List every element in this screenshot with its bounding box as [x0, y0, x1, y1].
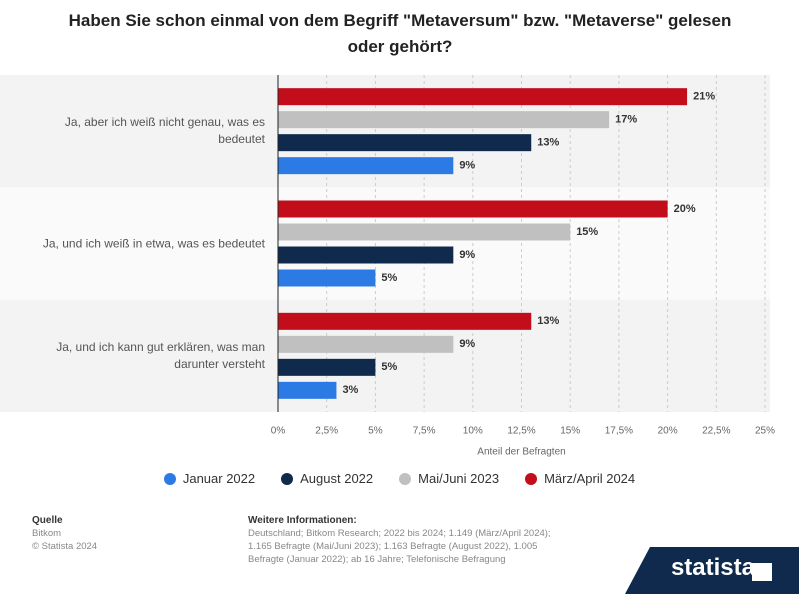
legend-label: Januar 2022: [182, 471, 256, 486]
legend-swatch: [281, 472, 294, 485]
bar: [278, 269, 376, 287]
bar: [278, 312, 532, 330]
bar: [278, 88, 688, 106]
logo: statista: [670, 554, 755, 581]
legend-label: Mai/Juni 2023: [418, 471, 500, 486]
bar: [278, 246, 454, 264]
category-label: Ja, und ich kann gut erklären, was man d…: [56, 339, 265, 371]
legend-item: März/April 2024: [525, 471, 635, 486]
bar: [278, 200, 668, 218]
x-tick-label: 17,5%: [605, 426, 633, 437]
value-label: 17%: [615, 114, 637, 126]
value-label: 15%: [576, 226, 598, 238]
x-axis-label: Anteil der Befragten: [477, 447, 565, 458]
info-text: Deutschland; Bitkom Research; 2022 bis 2…: [248, 528, 551, 565]
legend: Januar 2022 August 2022 Mai/Juni 2023 März/…: [0, 471, 799, 486]
logo-bg: [625, 547, 799, 594]
legend-swatch: [399, 472, 412, 485]
legend-swatch: [163, 472, 176, 485]
bar: [278, 358, 376, 376]
value-label: 5%: [381, 361, 397, 373]
legend-label: August 2022: [300, 471, 374, 486]
x-tick-label: 25%: [755, 426, 775, 437]
category-label: Ja, und ich weiß in etwa, was es bedeute…: [42, 236, 265, 250]
x-tick-label: 10%: [463, 426, 483, 437]
legend-item: Januar 2022: [163, 471, 256, 486]
x-tick-label: 2,5%: [315, 426, 338, 437]
source: Quelle Bitkom © Statista 2024: [32, 514, 97, 553]
bar: [278, 381, 337, 399]
value-label: 9%: [459, 249, 475, 261]
bar: [278, 111, 610, 129]
chart-title: Haben Sie schon einmal von dem Begriff "…: [68, 11, 732, 56]
source-line: © Statista 2024: [32, 541, 98, 552]
info: Weitere Informationen: Deutschland; Bitk…: [248, 514, 568, 566]
value-label: 9%: [459, 338, 475, 350]
value-label: 5%: [381, 272, 397, 284]
value-label: 3%: [342, 384, 358, 396]
x-tick-label: 15%: [560, 426, 580, 437]
legend-label: März/April 2024: [544, 471, 636, 486]
value-label: 21%: [693, 91, 715, 103]
bar: [278, 223, 571, 241]
source-heading: Quelle: [32, 515, 63, 526]
value-label: 20%: [674, 203, 696, 215]
category-label: Ja, aber ich weiß nicht genau, was es be…: [64, 115, 265, 147]
bar: [278, 157, 454, 175]
legend-item: Mai/Juni 2023: [399, 471, 499, 486]
value-label: 9%: [459, 160, 475, 172]
value-label: 13%: [537, 137, 559, 149]
x-tick-label: 20%: [658, 426, 678, 437]
logo-icon: [752, 563, 772, 581]
source-line: Bitkom: [32, 528, 62, 539]
legend-item: August 2022: [281, 471, 373, 486]
bar: [278, 134, 532, 152]
x-tick-label: 7,5%: [413, 426, 436, 437]
x-tick-label: 22,5%: [702, 426, 730, 437]
x-tick-label: 12,5%: [507, 426, 535, 437]
x-tick-label: 5%: [368, 426, 383, 437]
x-tick-label: 0%: [271, 426, 286, 437]
bar: [278, 335, 454, 353]
info-heading: Weitere Informationen:: [248, 515, 357, 526]
legend-swatch: [525, 472, 538, 485]
value-label: 13%: [537, 315, 559, 327]
